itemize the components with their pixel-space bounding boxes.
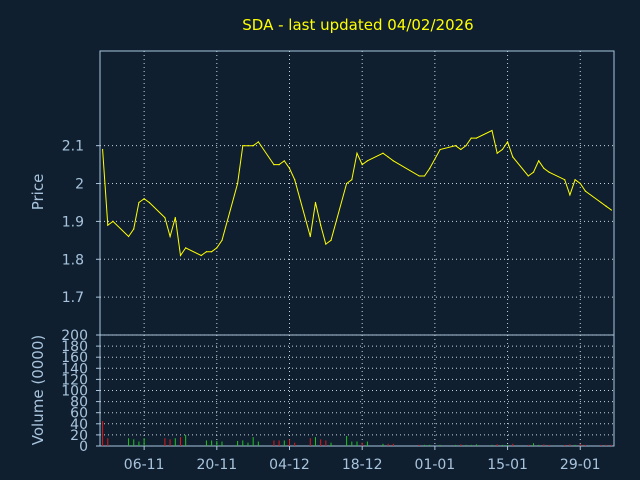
volume-axis-label: Volume (0000) <box>29 335 47 445</box>
price-point <box>174 217 176 219</box>
price-series-line <box>102 129 612 257</box>
price-point <box>330 239 332 241</box>
price-point <box>107 224 109 226</box>
price-point <box>179 254 182 257</box>
price-tick-label: 1.9 <box>62 214 84 230</box>
price-point <box>470 137 472 139</box>
price-point <box>392 160 394 162</box>
price-point <box>247 145 249 147</box>
price-point <box>605 205 607 207</box>
price-point <box>423 175 426 177</box>
price-point <box>200 254 202 257</box>
date-tick-label: 06-11 <box>124 457 165 473</box>
price-point <box>294 179 296 181</box>
price-point <box>320 224 322 226</box>
price-point <box>216 247 218 249</box>
price-point <box>512 156 514 158</box>
price-point <box>564 179 566 181</box>
price-point <box>501 148 503 151</box>
price-point <box>356 152 358 154</box>
price-point <box>164 217 166 219</box>
date-tick-label: 01-01 <box>415 457 456 473</box>
price-tick-label: 1.7 <box>62 290 84 306</box>
price-point <box>460 148 462 151</box>
price-point <box>491 129 493 132</box>
price-point <box>569 194 571 196</box>
price-point <box>610 209 613 211</box>
price-point <box>346 182 348 185</box>
price-point <box>439 148 441 151</box>
price-tick-label: 2 <box>75 177 84 193</box>
price-point <box>475 137 478 139</box>
price-point <box>366 160 368 162</box>
volume-tick-label: 140 <box>61 361 88 377</box>
price-point <box>242 145 244 147</box>
volume-tick-label: 40 <box>70 417 88 433</box>
price-point <box>314 201 317 204</box>
volume-tick-label: 20 <box>70 428 88 444</box>
date-tick-label: 15-01 <box>487 457 528 473</box>
price-point <box>496 152 498 154</box>
date-tick-label: 20-11 <box>196 457 237 473</box>
price-point <box>600 201 602 204</box>
price-point <box>112 220 114 222</box>
price-point <box>309 235 311 238</box>
price-point <box>211 251 213 253</box>
volume-tick-label: 80 <box>70 395 88 411</box>
price-point <box>283 160 285 162</box>
price-tick-label: 1.8 <box>62 252 84 268</box>
price-point <box>361 164 363 166</box>
volume-tick-label: 180 <box>61 339 88 355</box>
price-point <box>252 145 254 147</box>
price-point <box>257 141 259 143</box>
price-point <box>288 167 291 169</box>
price-point <box>548 171 550 173</box>
price-point <box>185 247 187 249</box>
date-tick-label: 18-12 <box>342 457 383 473</box>
price-point <box>169 235 171 238</box>
date-tick-label: 29-01 <box>560 457 601 473</box>
price-point <box>127 235 130 238</box>
price-point <box>418 175 420 177</box>
price-point <box>543 167 545 169</box>
price-point <box>579 182 581 185</box>
price-point <box>101 148 104 151</box>
price-point <box>506 141 509 143</box>
price-point <box>387 156 389 158</box>
price-point <box>205 251 208 253</box>
price-point <box>574 179 576 181</box>
volume-tick-label: 100 <box>61 384 88 400</box>
price-tick-label: 2.1 <box>62 139 84 155</box>
price-point <box>133 228 135 230</box>
price-point <box>584 190 587 192</box>
price-point <box>273 164 275 166</box>
volume-tick-label: 200 <box>61 328 88 344</box>
price-point <box>143 198 145 200</box>
price-point <box>138 201 140 204</box>
volume-tick-label: 160 <box>61 350 88 366</box>
price-point <box>351 179 353 181</box>
date-axis: 06-11 20-11 04-12 18-12 01-01 15-01 29-01 <box>124 446 601 473</box>
price-point <box>455 145 457 147</box>
chart-title: SDA - last updated 04/02/2026 <box>242 16 473 34</box>
date-tick-label: 04-12 <box>269 457 310 473</box>
volume-tick-label: 0 <box>79 439 88 455</box>
price-point <box>532 171 535 173</box>
volume-tick-label: 120 <box>61 372 88 388</box>
price-point <box>278 164 280 166</box>
price-point <box>538 160 540 162</box>
price-point <box>148 201 150 204</box>
price-axis-label: Price <box>29 174 47 211</box>
volume-tick-label: 60 <box>70 406 88 422</box>
price-point <box>429 167 431 169</box>
price-point <box>325 243 327 245</box>
price-point <box>527 175 529 177</box>
price-point <box>382 152 384 154</box>
price-point <box>236 182 239 185</box>
price-point <box>221 239 223 241</box>
price-point <box>465 145 467 147</box>
